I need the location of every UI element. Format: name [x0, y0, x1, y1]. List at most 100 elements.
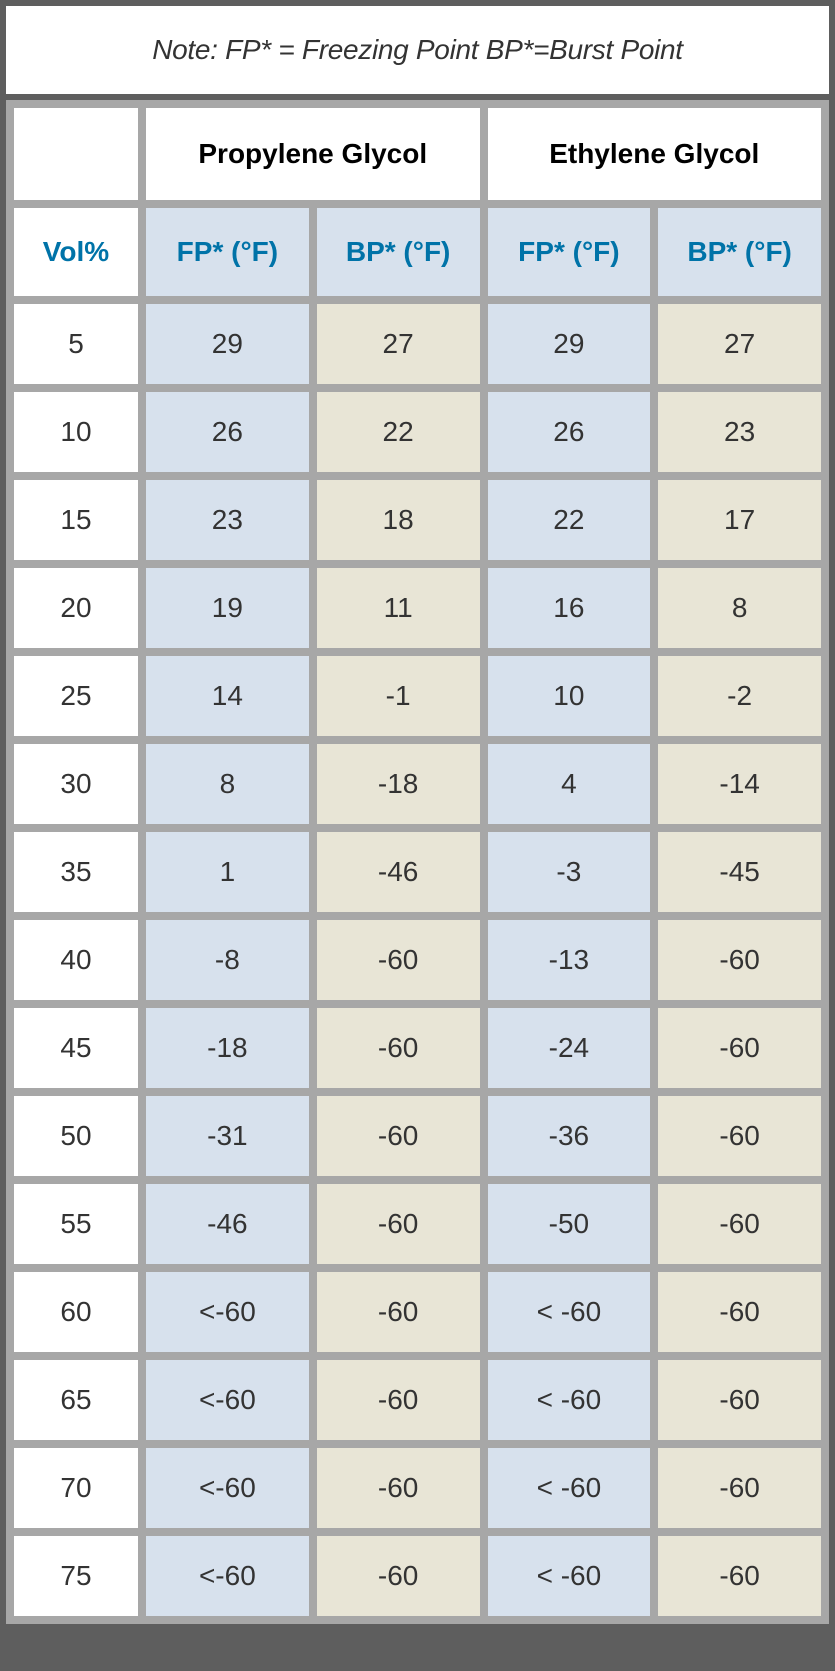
cell-vol: 50 — [14, 1096, 138, 1176]
cell-pg-bp: -60 — [317, 1448, 480, 1528]
header-ethylene: Ethylene Glycol — [488, 108, 822, 200]
cell-eg-fp: < -60 — [488, 1448, 651, 1528]
cell-pg-fp: 23 — [146, 480, 309, 560]
table-row: 2514-110-2 — [14, 656, 821, 736]
cell-eg-fp: < -60 — [488, 1536, 651, 1616]
cell-pg-bp: -18 — [317, 744, 480, 824]
cell-pg-fp: -31 — [146, 1096, 309, 1176]
cell-pg-bp: -60 — [317, 1360, 480, 1440]
cell-eg-fp: 29 — [488, 304, 651, 384]
table-row: 1026222623 — [14, 392, 821, 472]
cell-eg-fp: -36 — [488, 1096, 651, 1176]
cell-eg-bp: -60 — [658, 1360, 821, 1440]
cell-eg-bp: -60 — [658, 1536, 821, 1616]
cell-vol: 25 — [14, 656, 138, 736]
cell-eg-bp: 27 — [658, 304, 821, 384]
table-row: 65<-60-60< -60-60 — [14, 1360, 821, 1440]
cell-pg-bp: -46 — [317, 832, 480, 912]
cell-pg-bp: 18 — [317, 480, 480, 560]
cell-vol: 40 — [14, 920, 138, 1000]
cell-pg-fp: 1 — [146, 832, 309, 912]
cell-eg-bp: 17 — [658, 480, 821, 560]
cell-eg-bp: -60 — [658, 1096, 821, 1176]
sub-header-row: Vol% FP* (°F) BP* (°F) FP* (°F) BP* (°F) — [14, 208, 821, 296]
cell-vol: 75 — [14, 1536, 138, 1616]
cell-vol: 55 — [14, 1184, 138, 1264]
cell-eg-fp: 10 — [488, 656, 651, 736]
header-blank — [14, 108, 138, 200]
cell-pg-fp: <-60 — [146, 1536, 309, 1616]
cell-pg-fp: <-60 — [146, 1448, 309, 1528]
cell-eg-fp: 4 — [488, 744, 651, 824]
table-row: 60<-60-60< -60-60 — [14, 1272, 821, 1352]
cell-eg-bp: -14 — [658, 744, 821, 824]
subheader-vol: Vol% — [14, 208, 138, 296]
table-row: 70<-60-60< -60-60 — [14, 1448, 821, 1528]
table-row: 75<-60-60< -60-60 — [14, 1536, 821, 1616]
cell-eg-fp: -13 — [488, 920, 651, 1000]
cell-eg-fp: < -60 — [488, 1360, 651, 1440]
table-row: 45-18-60-24-60 — [14, 1008, 821, 1088]
table-row: 1523182217 — [14, 480, 821, 560]
cell-pg-fp: 29 — [146, 304, 309, 384]
cell-pg-fp: -18 — [146, 1008, 309, 1088]
cell-eg-bp: 23 — [658, 392, 821, 472]
cell-eg-fp: 26 — [488, 392, 651, 472]
table-row: 201911168 — [14, 568, 821, 648]
table-row: 50-31-60-36-60 — [14, 1096, 821, 1176]
glycol-table: Propylene Glycol Ethylene Glycol Vol% FP… — [6, 100, 829, 1624]
cell-pg-fp: 8 — [146, 744, 309, 824]
cell-pg-bp: -60 — [317, 1008, 480, 1088]
cell-vol: 5 — [14, 304, 138, 384]
group-header-row: Propylene Glycol Ethylene Glycol — [14, 108, 821, 200]
cell-pg-fp: <-60 — [146, 1272, 309, 1352]
cell-eg-fp: 22 — [488, 480, 651, 560]
cell-pg-fp: -46 — [146, 1184, 309, 1264]
cell-pg-bp: -60 — [317, 1096, 480, 1176]
cell-eg-bp: -60 — [658, 920, 821, 1000]
cell-vol: 30 — [14, 744, 138, 824]
table-row: 351-46-3-45 — [14, 832, 821, 912]
cell-eg-fp: -24 — [488, 1008, 651, 1088]
cell-pg-fp: <-60 — [146, 1360, 309, 1440]
cell-pg-bp: -1 — [317, 656, 480, 736]
header-propylene: Propylene Glycol — [146, 108, 480, 200]
table-row: 308-184-14 — [14, 744, 821, 824]
cell-pg-bp: -60 — [317, 1272, 480, 1352]
cell-vol: 45 — [14, 1008, 138, 1088]
cell-vol: 35 — [14, 832, 138, 912]
cell-pg-bp: -60 — [317, 1184, 480, 1264]
cell-eg-bp: -45 — [658, 832, 821, 912]
cell-pg-bp: -60 — [317, 1536, 480, 1616]
cell-pg-bp: -60 — [317, 920, 480, 1000]
cell-vol: 65 — [14, 1360, 138, 1440]
subheader-pg-fp: FP* (°F) — [146, 208, 309, 296]
cell-pg-bp: 11 — [317, 568, 480, 648]
cell-pg-fp: -8 — [146, 920, 309, 1000]
cell-eg-bp: -60 — [658, 1184, 821, 1264]
table-row: 55-46-60-50-60 — [14, 1184, 821, 1264]
cell-vol: 70 — [14, 1448, 138, 1528]
cell-pg-fp: 19 — [146, 568, 309, 648]
cell-pg-fp: 14 — [146, 656, 309, 736]
cell-eg-fp: -50 — [488, 1184, 651, 1264]
subheader-pg-bp: BP* (°F) — [317, 208, 480, 296]
note-text: Note: FP* = Freezing Point BP*=Burst Poi… — [6, 6, 829, 94]
cell-pg-bp: 22 — [317, 392, 480, 472]
subheader-eg-bp: BP* (°F) — [658, 208, 821, 296]
table-row: 40-8-60-13-60 — [14, 920, 821, 1000]
cell-vol: 20 — [14, 568, 138, 648]
cell-eg-fp: -3 — [488, 832, 651, 912]
cell-eg-bp: 8 — [658, 568, 821, 648]
subheader-eg-fp: FP* (°F) — [488, 208, 651, 296]
cell-vol: 15 — [14, 480, 138, 560]
cell-pg-bp: 27 — [317, 304, 480, 384]
cell-eg-bp: -60 — [658, 1448, 821, 1528]
table-row: 529272927 — [14, 304, 821, 384]
table-body: 5292729271026222623152318221720191116825… — [14, 304, 821, 1616]
page-container: Note: FP* = Freezing Point BP*=Burst Poi… — [6, 6, 829, 1624]
cell-vol: 10 — [14, 392, 138, 472]
cell-pg-fp: 26 — [146, 392, 309, 472]
cell-eg-bp: -2 — [658, 656, 821, 736]
cell-eg-bp: -60 — [658, 1008, 821, 1088]
